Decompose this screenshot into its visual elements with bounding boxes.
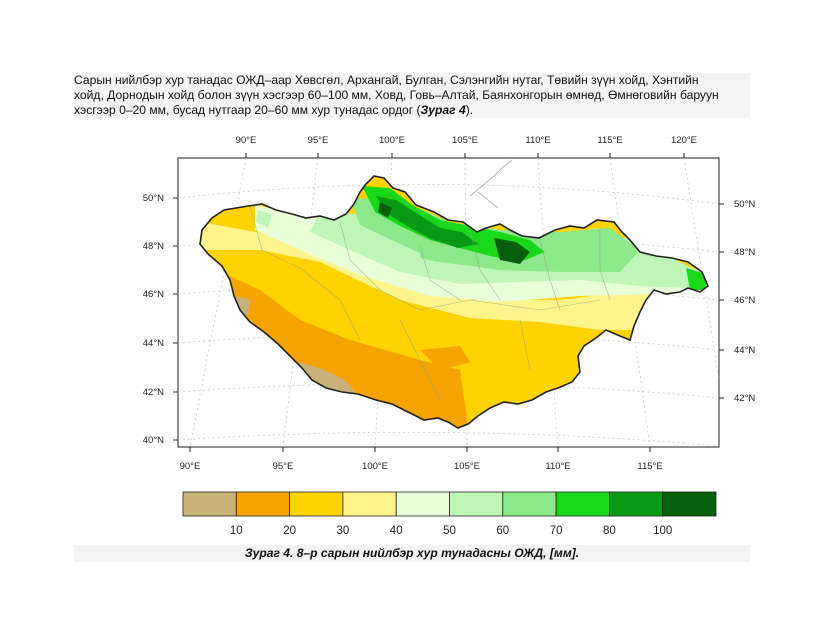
legend-swatch	[235, 491, 291, 517]
top-lon-label: 110°E	[525, 135, 550, 146]
legend-label: 100	[653, 525, 672, 537]
legend-swatch	[395, 491, 450, 517]
legend-label: 30	[337, 525, 350, 537]
legend-label: 80	[603, 525, 616, 537]
bottom-lon-label: 110°E	[545, 461, 570, 472]
top-lon-label: 120°E	[671, 135, 697, 146]
top-lon-label: 100°E	[379, 135, 405, 146]
right-lat-label: 44°N	[734, 345, 755, 356]
paragraph-line-3-text: хэсгээр 0–20 мм, бусад нутгаар 20–60 мм …	[74, 103, 421, 117]
bottom-lon-label: 90°E	[180, 461, 201, 472]
paragraph-line-3-end: ).	[465, 103, 474, 117]
left-lat-label: 42°N	[143, 387, 164, 398]
right-lat-label: 46°N	[734, 295, 755, 306]
legend-label: 50	[443, 525, 456, 537]
top-lon-labels: 90°E 95°E 100°E 105°E 110°E 115°E 120°E	[236, 135, 697, 146]
top-lon-label: 105°E	[452, 135, 478, 146]
top-lon-label: 115°E	[597, 135, 622, 146]
bottom-lon-labels: 90°E 95°E 100°E 105°E 110°E 115°E	[180, 461, 663, 472]
province-borders	[249, 205, 611, 401]
left-lat-label: 46°N	[143, 289, 164, 300]
right-lat-label: 48°N	[734, 247, 755, 258]
bottom-lon-label: 105°E	[454, 461, 480, 472]
legend-swatch	[289, 491, 344, 517]
legend-label: 70	[550, 525, 563, 537]
right-lat-labels: 50°N 48°N 46°N 44°N 42°N	[734, 199, 755, 404]
paragraph-line-3: хэсгээр 0–20 мм, бусад нутгаар 20–60 мм …	[74, 103, 750, 118]
legend-swatch	[449, 491, 504, 517]
color-legend	[182, 491, 717, 517]
neighbor-border-line	[469, 159, 513, 197]
bottom-lon-label: 95°E	[273, 461, 294, 472]
top-lon-label: 95°E	[308, 135, 329, 146]
legend-label: 20	[283, 525, 296, 537]
paragraph-line-2: хойд, Дорнодын хойд болон зүүн хэсгээр 6…	[74, 88, 719, 102]
left-lat-label: 40°N	[143, 435, 164, 446]
legend-label: 60	[496, 525, 509, 537]
figure-caption: Зураг 4. 8–р сарын нийлбэр хур тунадасны…	[74, 545, 750, 562]
legend-swatch	[502, 491, 557, 517]
legend-swatch	[662, 491, 717, 517]
right-lat-label: 42°N	[734, 393, 755, 404]
legend-swatch	[342, 491, 397, 517]
legend-label: 10	[230, 525, 243, 537]
bottom-lon-label: 100°E	[362, 461, 388, 472]
legend-labels: 10 20 30 40 50 60 70 80 100	[230, 525, 672, 537]
neighbor-border-line-2	[477, 191, 499, 209]
legend-swatch	[182, 491, 237, 517]
left-lat-label: 44°N	[143, 338, 164, 349]
left-lat-labels: 50°N 48°N 46°N 44°N 42°N 40°N	[143, 193, 164, 446]
bottom-lon-label: 115°E	[637, 461, 662, 472]
description-paragraph: Сарын нийлбэр хур танадас ОЖД–аар Хөвсгө…	[74, 73, 750, 118]
top-lon-label: 90°E	[236, 135, 257, 146]
legend-swatch	[609, 491, 664, 517]
axis-ticks	[173, 153, 724, 452]
left-lat-label: 48°N	[143, 241, 164, 252]
legend-swatch	[555, 491, 610, 517]
paragraph-line-1: Сарын нийлбэр хур танадас ОЖД–аар Хөвсгө…	[74, 73, 699, 87]
right-lat-label: 50°N	[734, 199, 755, 210]
legend-label: 40	[390, 525, 403, 537]
figure-reference-link: Зураг 4	[420, 103, 466, 117]
left-lat-label: 50°N	[143, 193, 164, 204]
